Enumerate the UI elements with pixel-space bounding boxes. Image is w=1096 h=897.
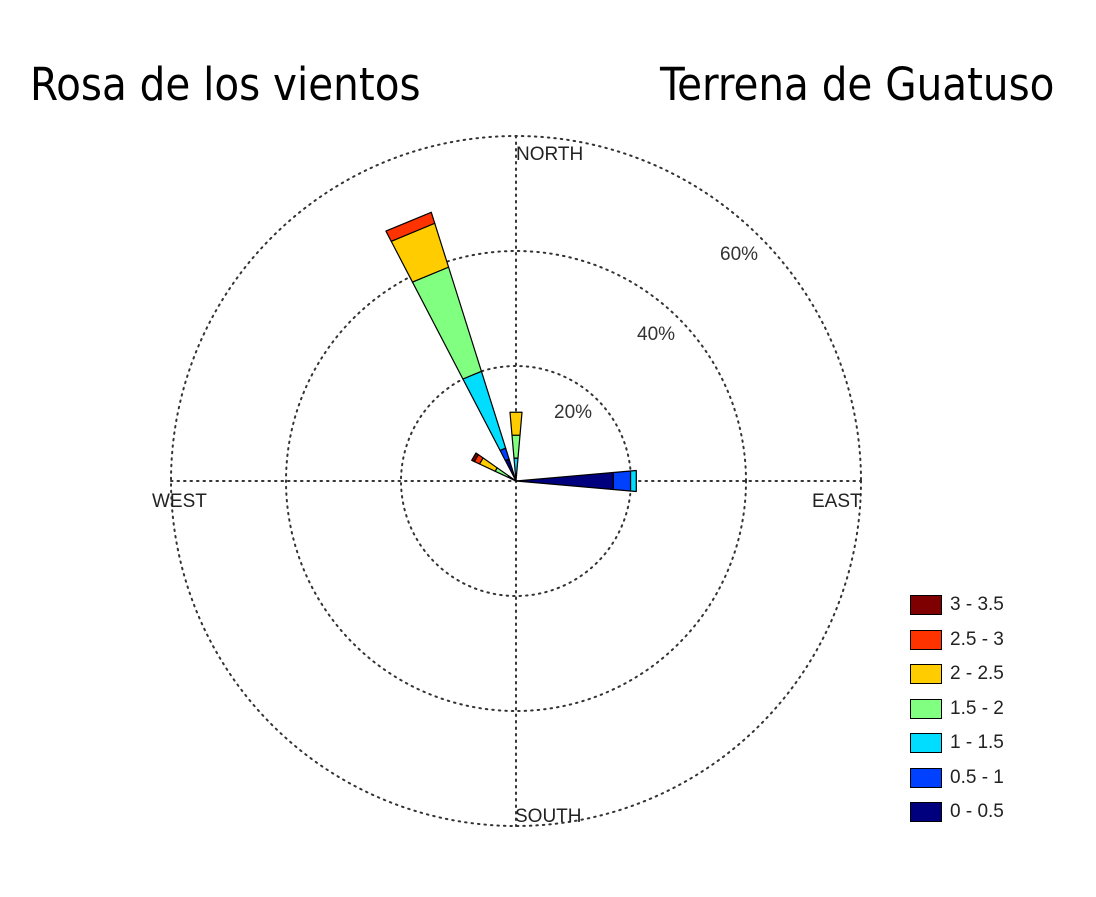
chart-labels: NORTH SOUTH EAST WEST 20% 40% 60% xyxy=(152,144,862,827)
legend-item: 1.5 - 2 xyxy=(910,692,1004,727)
legend-item: 1 - 1.5 xyxy=(910,726,1004,761)
ring-label-60: 60% xyxy=(720,244,758,265)
legend: 3 - 3.5 2.5 - 3 2 - 2.5 1.5 - 2 1 - 1.5 … xyxy=(910,588,1004,830)
legend-item: 2.5 - 3 xyxy=(910,623,1004,658)
legend-label: 0 - 0.5 xyxy=(950,801,1004,823)
direction-label-east: EAST xyxy=(812,491,862,512)
wind-sectors xyxy=(385,211,637,493)
legend-item: 3 - 3.5 xyxy=(910,588,1004,623)
legend-swatch xyxy=(910,802,942,823)
legend-label: 1 - 1.5 xyxy=(950,732,1004,754)
chart-title-left: Rosa de los vientos xyxy=(30,58,421,111)
legend-swatch xyxy=(910,629,942,650)
legend-swatch xyxy=(910,767,942,788)
sector-90-bin-2 xyxy=(629,469,637,493)
chart-title-right: Terrena de Guatuso xyxy=(660,58,1055,111)
grid-ring-40 xyxy=(285,250,747,712)
legend-swatch xyxy=(910,733,942,754)
legend-item: 0.5 - 1 xyxy=(910,761,1004,796)
legend-swatch xyxy=(910,698,942,719)
sector-0-bin-3 xyxy=(511,434,521,459)
sector-0-bin-4 xyxy=(509,411,523,436)
legend-label: 3 - 3.5 xyxy=(950,594,1004,616)
legend-label: 2 - 2.5 xyxy=(950,663,1004,685)
legend-swatch xyxy=(910,664,942,685)
sector-90-bin-0 xyxy=(515,471,614,491)
legend-label: 2.5 - 3 xyxy=(950,628,1004,650)
legend-label: 1.5 - 2 xyxy=(950,697,1004,719)
sector-300-bin-6 xyxy=(471,452,479,463)
direction-label-south: SOUTH xyxy=(515,806,582,827)
ring-label-40: 40% xyxy=(637,324,675,345)
legend-item: 2 - 2.5 xyxy=(910,657,1004,692)
legend-item: 0 - 0.5 xyxy=(910,795,1004,830)
sector-337.5-bin-5 xyxy=(385,211,436,242)
sector-300-bin-3 xyxy=(494,467,510,478)
sector-337.5-bin-2 xyxy=(462,370,507,451)
legend-swatch xyxy=(910,595,942,616)
sector-337.5-bin-3 xyxy=(411,266,483,380)
direction-label-west: WEST xyxy=(152,491,207,512)
ring-label-20: 20% xyxy=(554,402,592,423)
sector-90-bin-1 xyxy=(612,470,632,492)
legend-label: 0.5 - 1 xyxy=(950,766,1004,788)
sector-0-bin-2 xyxy=(513,457,519,476)
direction-label-north: NORTH xyxy=(516,144,583,165)
